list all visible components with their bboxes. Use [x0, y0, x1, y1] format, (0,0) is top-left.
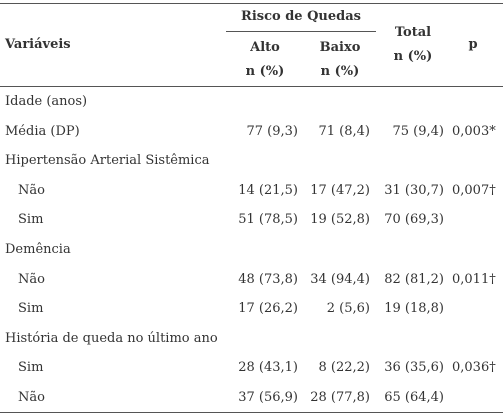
cell: 82 (81,2)	[384, 271, 444, 287]
header-variables: Variáveis	[5, 37, 71, 52]
section-title: Demência	[5, 242, 71, 257]
row-label: Sim	[18, 301, 44, 317]
row-label: Média (DP)	[5, 123, 80, 139]
cell: 2 (5,6)	[326, 301, 370, 317]
section-title: História de queda no último ano	[5, 330, 218, 346]
row-label: Não	[18, 271, 45, 287]
cell: 19 (52,8)	[310, 212, 370, 228]
cell: 70 (69,3)	[384, 212, 444, 228]
cell: 31 (30,7)	[384, 182, 444, 198]
rule	[0, 86, 503, 87]
header-group: Risco de Quedas	[241, 9, 361, 24]
header-baixo: Baixo	[319, 40, 361, 55]
row-label: Sim	[18, 212, 44, 228]
cell: 65 (64,4)	[384, 390, 444, 405]
rule	[0, 412, 503, 413]
cell: 75 (9,4)	[392, 123, 445, 139]
rule	[0, 3, 503, 4]
cell: 48 (73,8)	[238, 271, 298, 287]
header-total: Total	[394, 25, 432, 40]
cell: 8 (22,2)	[318, 360, 371, 376]
header-unit: n (%)	[245, 64, 285, 79]
cell: 28 (43,1)	[238, 360, 298, 376]
header-p: p	[468, 37, 478, 52]
row-label: Não	[18, 182, 45, 198]
cell: 14 (21,5)	[238, 182, 298, 198]
rule	[226, 31, 376, 32]
row-label: Não	[18, 390, 45, 405]
p-value: 0,011†	[452, 271, 496, 287]
cell: 28 (77,8)	[310, 390, 370, 405]
p-value: 0,036†	[452, 360, 496, 376]
header-unit: n (%)	[393, 49, 433, 64]
section-title: Idade (anos)	[5, 94, 88, 109]
cell: 77 (9,3)	[246, 123, 299, 139]
cell: 34 (94,4)	[310, 271, 370, 287]
header-unit: n (%)	[320, 64, 360, 79]
section-title: Hipertensão Arterial Sistêmica	[5, 153, 210, 169]
cell: 19 (18,8)	[384, 301, 444, 317]
p-value: 0,003*	[452, 123, 496, 139]
cell: 17 (47,2)	[310, 182, 370, 198]
cell: 51 (78,5)	[238, 212, 298, 228]
cell: 71 (8,4)	[318, 123, 371, 139]
header-alto: Alto	[250, 40, 280, 55]
cell: 17 (26,2)	[238, 301, 298, 317]
p-value: 0,007†	[452, 182, 496, 198]
cell: 37 (56,9)	[238, 390, 298, 405]
row-label: Sim	[18, 360, 44, 376]
cell: 36 (35,6)	[384, 360, 444, 376]
